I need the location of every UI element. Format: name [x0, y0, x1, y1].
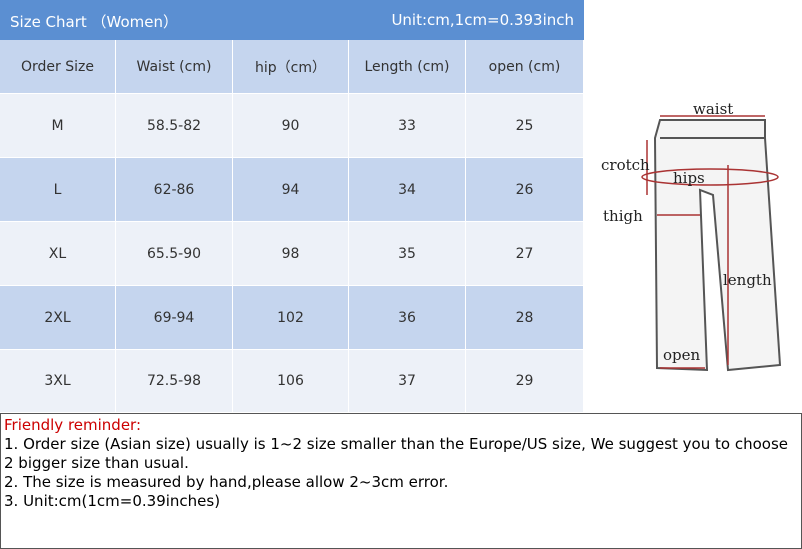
reminder-line: 1. Order size (Asian size) usually is 1~…	[4, 435, 788, 472]
reminder-line: 2. The size is measured by hand,please a…	[4, 473, 449, 491]
table-cell: 34	[349, 158, 466, 222]
table-cell: 27	[466, 222, 584, 286]
column-header: hip（cm）	[233, 40, 349, 94]
table-cell: 69-94	[116, 286, 233, 350]
table-cell: 26	[466, 158, 584, 222]
hips-arrow	[641, 168, 779, 186]
table-cell: XL	[0, 222, 116, 286]
table-cell: 28	[466, 286, 584, 350]
jeans-diagram: waist crotch hips thigh length open	[601, 100, 782, 372]
unit: Unit:cm,1cm=0.393inch	[391, 11, 574, 29]
label: waist	[693, 100, 733, 118]
header-bar: Size Chart （Women） Unit:cm,1cm=0.393inch	[0, 0, 584, 40]
table-cell: 58.5-82	[116, 94, 233, 158]
table-cell: 106	[233, 350, 349, 413]
reminder-box: Friendly reminder: 1. Order size (Asian …	[0, 413, 802, 549]
title: Size Chart （Women）	[10, 13, 179, 31]
label: crotch	[601, 156, 650, 174]
table-cell: 33	[349, 94, 466, 158]
label: length	[723, 271, 772, 289]
table-cell: 65.5-90	[116, 222, 233, 286]
label: hips	[673, 169, 705, 187]
label: thigh	[603, 207, 643, 225]
table-cell: 25	[466, 94, 584, 158]
column-header: Order Size	[0, 40, 116, 94]
jeans-outline	[653, 119, 782, 372]
table-cell: 3XL	[0, 350, 116, 413]
table-cell: 37	[349, 350, 466, 413]
table-cell: 90	[233, 94, 349, 158]
column-header: Waist (cm)	[116, 40, 233, 94]
table-cell: 94	[233, 158, 349, 222]
table-cell: 35	[349, 222, 466, 286]
reminder-title: Friendly reminder:	[4, 416, 141, 434]
table-cell: 36	[349, 286, 466, 350]
column-header: Length (cm)	[349, 40, 466, 94]
table-cell: L	[0, 158, 116, 222]
reminder-line: 3. Unit:cm(1cm=0.39inches)	[4, 492, 221, 510]
table-cell: 72.5-98	[116, 350, 233, 413]
table-cell: 62-86	[116, 158, 233, 222]
table-cell: 98	[233, 222, 349, 286]
table-cell: M	[0, 94, 116, 158]
table-cell: 2XL	[0, 286, 116, 350]
table-cell: 29	[466, 350, 584, 413]
label: open	[663, 346, 701, 364]
table-cell: 102	[233, 286, 349, 350]
column-header: open (cm)	[466, 40, 584, 94]
